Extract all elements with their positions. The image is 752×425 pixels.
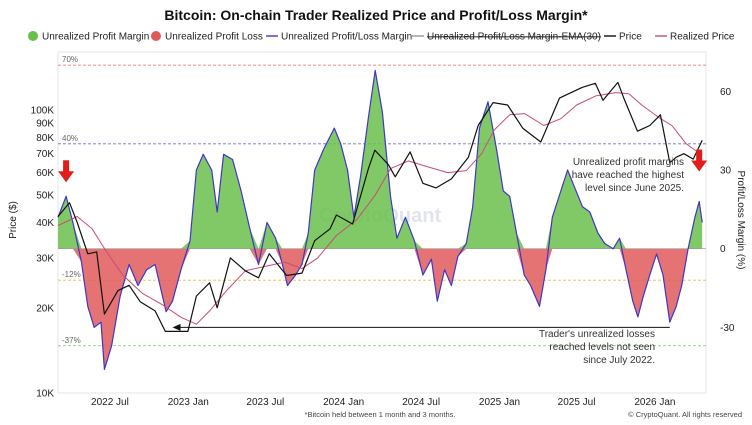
y-left-tick-label: 50K — [36, 191, 54, 202]
annotation-text: Unrealized profit margins — [573, 157, 684, 168]
x-tick-label: 2025 Jan — [479, 397, 520, 408]
ref-line-label: -37% — [62, 336, 81, 345]
y-right-tick-label: 0 — [720, 244, 726, 255]
margin-line — [57, 69, 703, 370]
x-tick-label: 2025 Jul — [558, 397, 596, 408]
chart-title: Bitcoin: On-chain Trader Realized Price … — [164, 7, 588, 23]
legend-label: Unrealized Profit Loss — [165, 32, 263, 43]
legend-label: Unrealized Profit/Loss Margin — [281, 32, 412, 43]
legend-swatch — [28, 31, 38, 41]
y-right-tick-label: 60 — [720, 87, 732, 98]
legend-label: Realized Price — [670, 32, 735, 43]
legend: Unrealized Profit Margin Unrealized Profi… — [28, 31, 735, 43]
margin-areas — [58, 70, 706, 370]
legend-label: Price — [619, 32, 642, 43]
x-tick-label: 2024 Jan — [323, 397, 364, 408]
y-right-tick-label: -30 — [720, 323, 735, 334]
annotation-text: Trader's unrealized losses — [539, 329, 655, 340]
arrow-2022-head — [58, 171, 75, 183]
x-tick-label: 2023 Jan — [168, 397, 209, 408]
y-left-tick-label: 30K — [36, 253, 54, 264]
annotation-text: have reached the highest — [572, 170, 685, 181]
annotation-text: level since June 2025. — [585, 183, 684, 194]
legend-label: Unrealized Profit/Loss Margin-EMA(30) — [427, 32, 601, 43]
arrow-2026-shaft — [696, 149, 703, 162]
y-left-tick-label: 40K — [36, 218, 54, 229]
x-tick-label: 2024 Jul — [402, 397, 440, 408]
y-left-tick-label: 100K — [31, 105, 55, 116]
y-left-tick-label: 80K — [36, 133, 54, 144]
annotations: Unrealized profit margins have reached th… — [58, 149, 708, 366]
arrow-2022-shaft — [63, 160, 70, 173]
legend-label: Unrealized Profit Margin — [42, 32, 149, 43]
loss-margin-area — [58, 248, 703, 370]
y-axis-right-label: Profit/Loss Margin (%) — [735, 171, 746, 270]
y-left-tick-label: 20K — [36, 303, 54, 314]
y-axis-left-label: Price ($) — [8, 201, 19, 239]
annotation-text: reached levels not seen — [549, 342, 655, 353]
arrow-2026-head — [691, 160, 708, 172]
y-left-tick-label: 70K — [36, 149, 54, 160]
x-tick-label: 2022 Jul — [91, 397, 129, 408]
x-tick-label: 2026 Jan — [634, 397, 675, 408]
annotation-text: since July 2022. — [583, 355, 655, 366]
y-right-tick-label: 30 — [720, 166, 732, 177]
footnote: *Bitcoin held between 1 month and 3 mont… — [305, 410, 456, 419]
series-lines — [57, 69, 703, 370]
price-line — [57, 81, 703, 332]
profit-margin-area — [58, 70, 703, 249]
y-left-tick-label: 60K — [36, 168, 54, 179]
axes: 10K 20K 30K 40K 50K 60K 70K 80K 90K 100K 60 30 0 -30 2… — [31, 87, 735, 408]
ref-line-label: 70% — [62, 55, 78, 64]
y-left-tick-label: 10K — [36, 389, 54, 400]
legend-swatch — [151, 31, 161, 41]
ref-line-label: 40% — [62, 134, 78, 143]
credit: © CryptoQuant. All rights reserved — [628, 410, 742, 419]
loss-compare-arrowhead — [172, 323, 181, 331]
y-left-tick-label: 90K — [36, 118, 54, 129]
x-tick-label: 2023 Jul — [246, 397, 284, 408]
ref-line-label: -12% — [62, 270, 81, 279]
